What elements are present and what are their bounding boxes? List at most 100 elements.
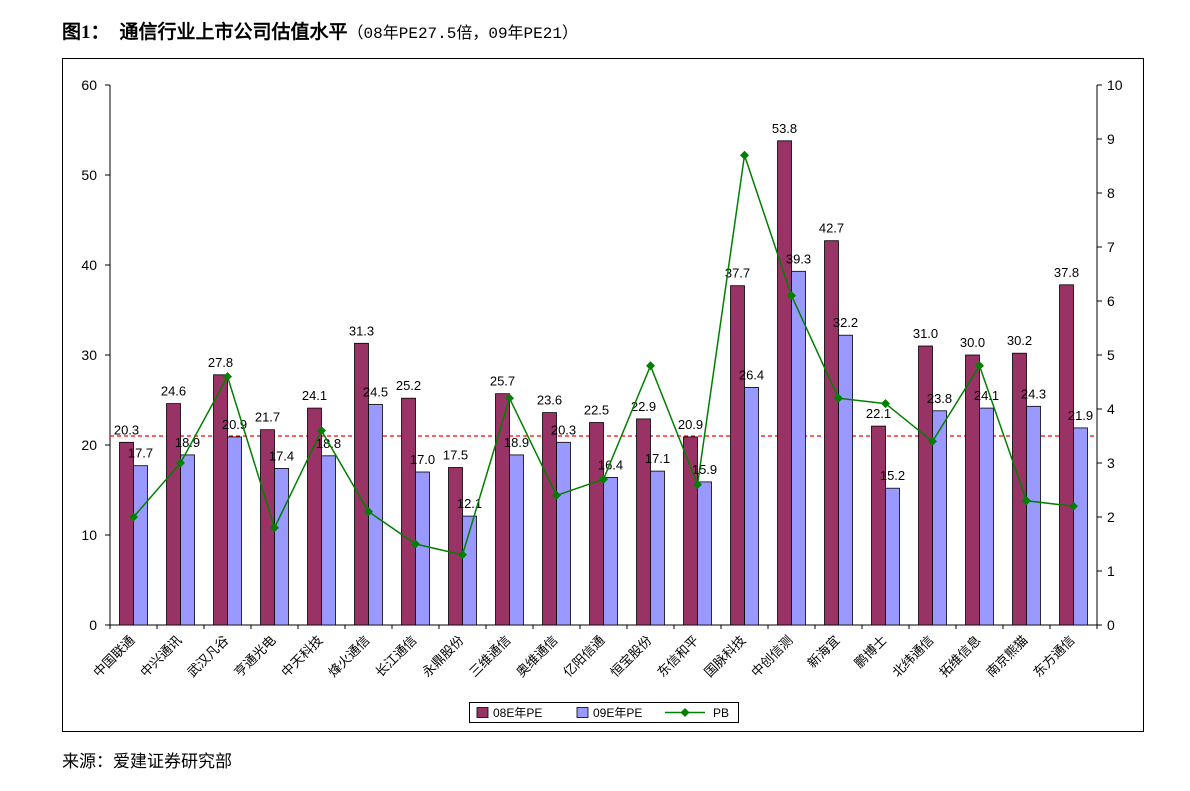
bar-08e-pe	[495, 393, 510, 626]
bar-08e-pe	[730, 285, 745, 626]
pb-point	[552, 490, 561, 500]
left-tick-label: 40	[81, 257, 97, 273]
right-tick-label: 1	[1107, 563, 1115, 579]
value-label-09e-pe: 17.1	[645, 451, 670, 466]
bar-09e-pe	[133, 465, 148, 626]
bar-09e-pe	[979, 407, 994, 626]
right-tick-label: 8	[1107, 185, 1115, 201]
value-label-08e-pe: 31.3	[349, 323, 374, 338]
right-tick-label: 4	[1107, 401, 1115, 417]
legend-swatch-08e-pe	[476, 707, 489, 718]
value-label-08e-pe: 22.5	[584, 403, 609, 418]
pb-point	[505, 393, 514, 403]
value-label-08e-pe: 25.7	[490, 374, 515, 389]
bar-08e-pe	[918, 345, 933, 626]
bar-09e-pe	[650, 470, 665, 626]
bar-09e-pe	[368, 404, 383, 626]
bar-08e-pe	[213, 374, 228, 626]
legend-swatch-pb-marker	[680, 708, 690, 717]
pb-point	[458, 550, 467, 560]
value-label-09e-pe: 20.3	[551, 422, 576, 437]
bar-09e-pe	[274, 467, 289, 626]
bar-09e-pe	[556, 441, 571, 626]
value-label-08e-pe: 22.1	[866, 406, 891, 421]
value-label-09e-pe: 21.9	[1068, 408, 1093, 423]
value-label-08e-pe: 22.9	[631, 399, 656, 414]
bar-08e-pe	[871, 425, 886, 626]
bar-09e-pe	[509, 454, 524, 626]
value-label-08e-pe: 37.8	[1054, 265, 1079, 280]
value-label-08e-pe: 20.3	[114, 422, 139, 437]
value-label-09e-pe: 16.4	[598, 457, 623, 472]
pb-point	[411, 539, 420, 549]
bar-09e-pe	[227, 436, 242, 626]
right-tick-label: 5	[1107, 347, 1115, 363]
right-tick-label: 9	[1107, 131, 1115, 147]
value-label-08e-pe: 27.8	[208, 355, 233, 370]
title-text: 通信行业上市公司估值水平	[120, 20, 348, 43]
bar-09e-pe	[1073, 427, 1088, 626]
bar-09e-pe	[697, 481, 712, 626]
value-label-09e-pe: 18.9	[175, 435, 200, 450]
legend: 08E年PE 09E年PE PB	[469, 702, 739, 723]
bar-08e-pe	[1059, 284, 1074, 626]
bar-08e-pe	[401, 397, 416, 626]
value-label-09e-pe: 17.4	[269, 448, 294, 463]
bar-08e-pe	[119, 441, 134, 626]
pb-point	[834, 393, 843, 403]
left-tick-label: 10	[81, 527, 97, 543]
bar-09e-pe	[321, 455, 336, 626]
legend-box	[469, 702, 739, 723]
legend-label-08e-pe: 08E年PE	[493, 706, 542, 720]
value-label-09e-pe: 23.8	[927, 391, 952, 406]
pb-point	[787, 291, 796, 301]
pb-point	[881, 399, 890, 409]
bar-08e-pe	[636, 418, 651, 626]
value-label-09e-pe: 17.0	[410, 452, 435, 467]
value-label-09e-pe: 15.2	[880, 468, 905, 483]
bar-09e-pe	[180, 454, 195, 626]
pb-point	[270, 523, 279, 533]
right-tick-label: 3	[1107, 455, 1115, 471]
legend-label-pb: PB	[713, 706, 729, 720]
bar-09e-pe	[932, 410, 947, 626]
value-label-08e-pe: 21.7	[255, 410, 280, 425]
left-tick-label: 20	[81, 437, 97, 453]
pb-point	[129, 512, 138, 522]
value-label-09e-pe: 12.1	[457, 496, 482, 511]
left-tick-label: 0	[89, 617, 97, 633]
value-label-09e-pe: 24.3	[1021, 386, 1046, 401]
chart-title: 图1： 通信行业上市公司估值水平（08年PE27.5倍，09年PE21）	[62, 20, 578, 43]
source-note: 来源：爱建证券研究部	[62, 752, 232, 771]
legend-label-09e-pe: 09E年PE	[593, 706, 642, 720]
pb-point	[364, 507, 373, 517]
value-label-09e-pe: 17.7	[128, 446, 153, 461]
value-label-08e-pe: 24.1	[302, 388, 327, 403]
right-tick-label: 7	[1107, 239, 1115, 255]
value-label-08e-pe: 17.5	[443, 448, 468, 463]
value-label-08e-pe: 30.2	[1007, 333, 1032, 348]
value-label-09e-pe: 26.4	[739, 367, 764, 382]
value-label-09e-pe: 24.5	[363, 385, 388, 400]
bar-08e-pe	[777, 140, 792, 626]
left-tick-label: 30	[81, 347, 97, 363]
value-label-08e-pe: 20.9	[678, 417, 703, 432]
value-label-09e-pe: 39.3	[786, 251, 811, 266]
bar-08e-pe	[824, 240, 839, 626]
right-tick-label: 0	[1107, 617, 1115, 633]
title-note: （08年PE27.5倍，09年PE21）	[348, 24, 578, 43]
bar-09e-pe	[885, 487, 900, 626]
bar-09e-pe	[415, 471, 430, 626]
pb-point	[317, 426, 326, 436]
bar-08e-pe	[589, 422, 604, 626]
left-tick-label: 60	[81, 77, 97, 93]
value-label-08e-pe: 37.7	[725, 266, 750, 281]
pb-point	[176, 458, 185, 468]
value-label-08e-pe: 42.7	[819, 221, 844, 236]
value-label-08e-pe: 53.8	[772, 121, 797, 136]
value-label-08e-pe: 24.6	[161, 384, 186, 399]
value-label-09e-pe: 32.2	[833, 315, 858, 330]
figure-label: 图1：	[62, 21, 110, 43]
pb-point	[740, 150, 749, 160]
